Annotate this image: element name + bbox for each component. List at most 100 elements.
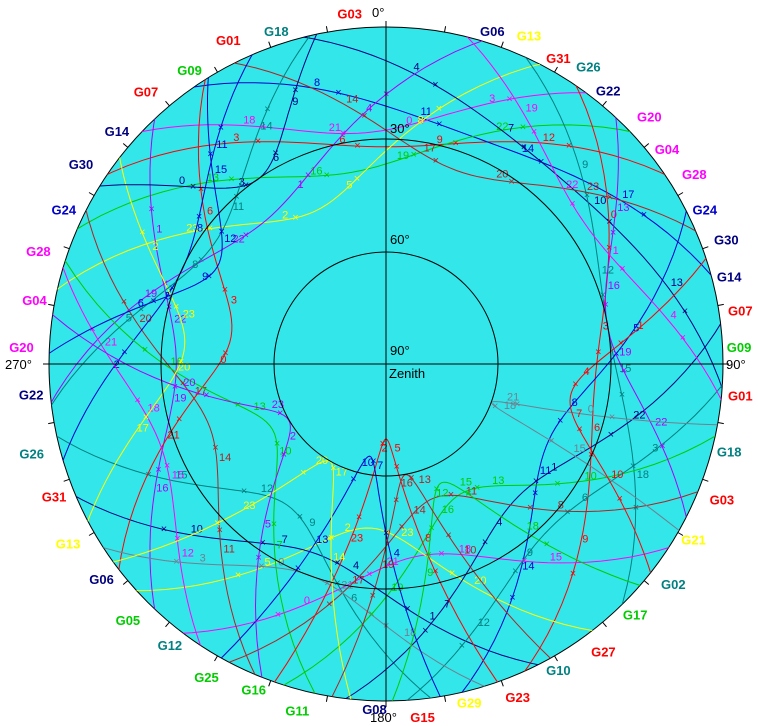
hour-tick-label: 2: [114, 359, 120, 371]
hour-tick-label: 1: [638, 320, 644, 332]
track-marker: ×: [178, 356, 184, 368]
track-marker: ×: [630, 460, 636, 472]
track-marker: ×: [334, 557, 340, 569]
hour-tick-label: 10: [362, 457, 374, 469]
hour-tick-label: 12: [543, 132, 555, 144]
hour-tick-label: 2: [345, 522, 351, 534]
hour-tick-label: 19: [174, 392, 186, 404]
hour-tick-label: 23: [351, 533, 363, 545]
hour-tick-label: 0: [220, 354, 226, 366]
hour-tick-label: 11: [421, 106, 432, 118]
hour-tick-label: 11: [223, 543, 234, 555]
hour-tick-label: 9: [292, 96, 298, 108]
hour-tick-label: 15: [460, 476, 472, 488]
hour-tick-label: 9: [202, 271, 208, 283]
hour-tick-label: 17: [622, 189, 634, 201]
track-marker: ×: [465, 488, 471, 500]
hour-tick-label: 20: [316, 455, 328, 467]
track-marker: ×: [214, 517, 220, 529]
satellite-label: G24: [693, 203, 718, 218]
track-marker: ×: [233, 191, 239, 203]
track-marker: ×: [619, 263, 625, 275]
track-marker: ×: [619, 389, 625, 401]
track-marker: ×: [595, 346, 601, 358]
elevation-label-30: 30°: [390, 121, 410, 136]
hour-tick-label: 4: [671, 310, 677, 322]
elevation-label-90: 90°: [390, 343, 410, 358]
rim-tick: [554, 66, 558, 73]
rim-tick: [88, 532, 95, 536]
track-marker: ×: [203, 390, 209, 402]
hour-tick-label: 1: [551, 461, 557, 473]
track-marker: ×: [161, 524, 167, 536]
track-marker: ×: [432, 566, 438, 578]
track-marker: ×: [361, 110, 367, 122]
rim-tick: [63, 478, 70, 482]
hour-tick-label: 5: [126, 313, 132, 325]
track-marker: ×: [608, 429, 614, 441]
satellite-label: G08: [362, 702, 387, 717]
hour-tick-label: 14: [333, 552, 345, 564]
satellite-track: [80, 187, 267, 696]
track-marker: ×: [264, 104, 270, 116]
track-marker: ×: [682, 305, 688, 317]
hour-tick-label: 20: [183, 377, 195, 389]
track-marker: ×: [176, 414, 182, 426]
satellite-label: G18: [717, 445, 742, 460]
hour-tick-label: 0: [179, 175, 185, 187]
track-marker: ×: [164, 460, 170, 472]
hour-tick-label: 5: [633, 323, 639, 335]
hour-tick-label: 18: [527, 521, 539, 533]
track-marker: ×: [572, 379, 578, 391]
hour-tick-label: 1: [430, 611, 436, 623]
rim-tick: [554, 655, 558, 662]
track-marker: ×: [255, 552, 261, 564]
zenith-label: Zenith: [389, 366, 425, 381]
track-marker: ×: [617, 493, 623, 505]
hour-tick-label: 18: [637, 469, 649, 481]
hour-tick-label: 9: [582, 159, 588, 171]
rim-tick: [325, 26, 328, 33]
hour-tick-label: 4: [496, 516, 502, 528]
hour-tick-label: 10: [191, 524, 203, 536]
hour-tick-label: 7: [508, 123, 514, 135]
hour-tick-label: 17: [336, 467, 348, 479]
azimuth-label-north: 0°: [372, 5, 384, 20]
track-marker: ×: [606, 216, 612, 228]
satellite-track: [49, 424, 448, 701]
rim-tick: [677, 192, 684, 196]
hour-tick-label: 12: [436, 487, 448, 499]
track-marker: ×: [411, 149, 417, 161]
hour-tick-label: 23: [401, 527, 413, 539]
track-marker: ×: [243, 179, 249, 191]
track-marker: ×: [255, 136, 261, 148]
track-marker: ×: [566, 140, 572, 152]
track-marker: ×: [621, 365, 627, 377]
hour-tick-label: 4: [366, 102, 372, 114]
hour-tick-label: 10: [279, 446, 291, 458]
hour-tick-label: 9: [527, 547, 533, 559]
hour-tick-label: 18: [243, 114, 255, 126]
hour-tick-label: 4: [353, 560, 359, 572]
hour-tick-label: 5: [165, 291, 171, 303]
rim-tick: [214, 655, 218, 662]
satellite-track: [446, 27, 723, 426]
satellite-label: G14: [105, 124, 130, 139]
track-marker: ×: [235, 570, 241, 582]
track-marker: ×: [449, 567, 455, 579]
hour-tick-label: 5: [265, 518, 271, 530]
satellite-label: G09: [177, 63, 202, 78]
satellite-label: G30: [69, 157, 94, 172]
satellite-track: [569, 243, 718, 591]
track-marker: ×: [432, 79, 438, 91]
hour-tick-label: 12: [224, 233, 236, 245]
satellite-label: G06: [89, 572, 114, 587]
track-marker: ×: [150, 296, 156, 308]
track-marker: ×: [143, 411, 149, 423]
satellite-label: G26: [576, 59, 601, 74]
track-marker: ×: [228, 174, 234, 186]
satellite-label: G01: [728, 389, 753, 404]
hour-tick-label: 7: [377, 460, 383, 472]
track-marker: ×: [218, 122, 224, 134]
satellite-label: G20: [9, 340, 34, 355]
